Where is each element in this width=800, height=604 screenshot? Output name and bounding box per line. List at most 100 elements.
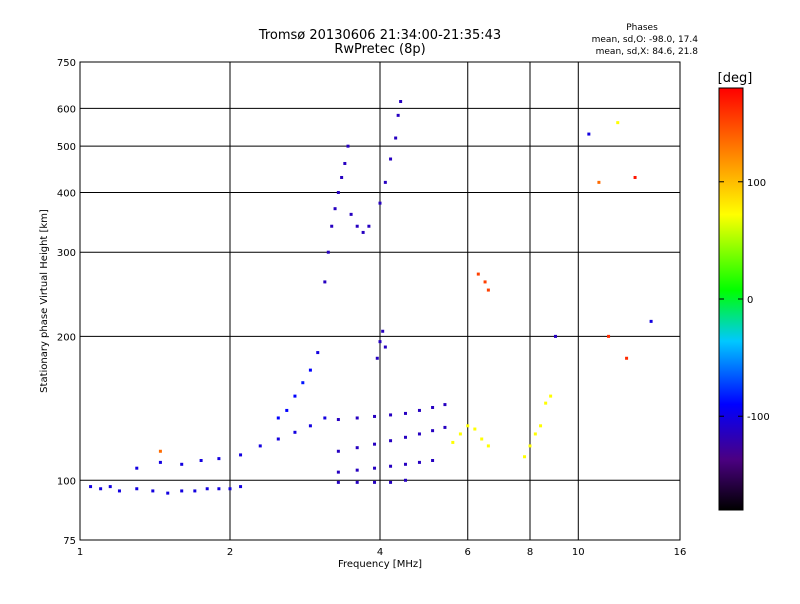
data-point xyxy=(340,175,344,179)
data-point xyxy=(373,442,377,446)
data-point xyxy=(228,487,232,491)
data-point xyxy=(293,394,297,398)
data-point xyxy=(108,485,112,489)
y-tick-label: 75 xyxy=(63,536,76,547)
data-point xyxy=(193,489,197,493)
x-tick-label: 2 xyxy=(227,547,233,558)
chart-title: Tromsø 20130606 21:34:00-21:35:43 xyxy=(258,28,501,43)
data-point xyxy=(486,288,490,292)
data-point xyxy=(466,424,470,428)
data-point xyxy=(293,430,297,434)
data-point xyxy=(355,468,359,472)
data-point xyxy=(483,280,487,284)
data-point xyxy=(135,487,139,491)
data-point xyxy=(336,449,340,453)
y-axis-label: Stationary phase Virtual Height [km] xyxy=(39,209,50,393)
data-point xyxy=(378,201,382,205)
data-point xyxy=(394,136,398,140)
x-tick-label: 1 xyxy=(77,547,83,558)
data-point xyxy=(403,462,407,466)
data-point xyxy=(396,113,400,117)
phase-stats-o: mean, sd,O: -98.0, 17.4 xyxy=(592,35,699,45)
data-point xyxy=(381,329,385,333)
x-tick-label: 4 xyxy=(377,547,383,558)
phase-stats-x: mean, sd,X: 84.6, 21.8 xyxy=(596,47,699,57)
data-point xyxy=(389,413,393,417)
data-point xyxy=(89,485,93,489)
data-point xyxy=(383,180,387,184)
y-tick-label: 500 xyxy=(57,142,76,153)
data-point xyxy=(373,480,377,484)
x-tick-label: 10 xyxy=(572,547,585,558)
data-point xyxy=(443,425,447,429)
data-point xyxy=(217,487,221,491)
data-point xyxy=(486,444,490,448)
data-point xyxy=(539,424,543,428)
data-point xyxy=(544,401,548,405)
data-point xyxy=(355,446,359,450)
data-point xyxy=(158,449,162,453)
plot-frame xyxy=(79,61,681,541)
data-point xyxy=(607,334,611,338)
data-point xyxy=(346,144,350,148)
data-point xyxy=(375,356,379,360)
data-point xyxy=(326,250,330,254)
data-point xyxy=(323,280,327,284)
x-axis-label: Frequency [MHz] xyxy=(338,559,422,570)
colorbar-tick-label: 100 xyxy=(747,178,766,189)
data-point xyxy=(239,453,243,457)
points-layer xyxy=(89,100,653,495)
data-point xyxy=(330,224,334,228)
data-point xyxy=(403,478,407,482)
phase-stats-heading: Phases xyxy=(626,23,658,33)
data-point xyxy=(431,429,435,433)
data-point xyxy=(458,432,462,436)
data-point xyxy=(301,381,305,385)
y-tick-label: 400 xyxy=(57,188,76,199)
colorbar-ticks: 100 0 -100 xyxy=(719,178,770,423)
data-point xyxy=(361,230,365,234)
data-point xyxy=(431,405,435,409)
data-point xyxy=(383,345,387,349)
data-point xyxy=(336,190,340,194)
data-point xyxy=(135,466,139,470)
data-point xyxy=(258,444,262,448)
data-point xyxy=(373,466,377,470)
data-point xyxy=(199,458,203,462)
data-point xyxy=(355,224,359,228)
y-tick-label: 300 xyxy=(57,248,76,259)
data-point xyxy=(276,437,280,441)
data-point xyxy=(323,416,327,420)
data-point xyxy=(205,487,209,491)
data-point xyxy=(217,457,221,461)
data-point xyxy=(533,432,537,436)
data-point xyxy=(389,480,393,484)
grid-layer xyxy=(80,62,680,540)
data-point xyxy=(389,464,393,468)
data-point xyxy=(587,132,591,136)
data-point xyxy=(399,100,403,104)
data-point xyxy=(451,440,455,444)
data-point xyxy=(180,489,184,493)
y-tick-label: 200 xyxy=(57,332,76,343)
data-point xyxy=(336,470,340,474)
data-point xyxy=(528,444,532,448)
data-point xyxy=(336,418,340,422)
data-point xyxy=(649,319,653,323)
tick-layer: 1 2 4 6 8 10 16 75 100 200 300 400 500 600 750 xyxy=(57,58,686,558)
chart-subtitle: RwPretec (8p) xyxy=(334,42,425,57)
colorbar-tick-label: 0 xyxy=(747,295,753,306)
data-point xyxy=(151,489,155,493)
data-point xyxy=(476,272,480,276)
data-point xyxy=(553,334,557,338)
data-point xyxy=(99,487,103,491)
x-tick-label: 6 xyxy=(465,547,471,558)
data-point xyxy=(308,368,312,372)
data-point xyxy=(403,411,407,415)
data-point xyxy=(633,175,637,179)
data-point xyxy=(597,180,601,184)
data-point xyxy=(616,121,620,125)
data-point xyxy=(417,408,421,412)
x-tick-label: 16 xyxy=(674,547,687,558)
colorbar-label: [deg] xyxy=(718,71,753,86)
